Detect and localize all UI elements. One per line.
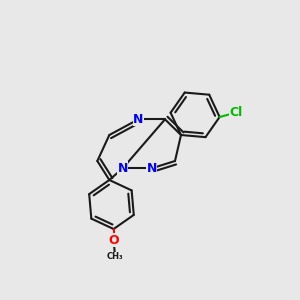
Text: N: N — [133, 113, 143, 126]
Text: Cl: Cl — [230, 106, 243, 119]
Text: O: O — [108, 234, 119, 247]
Text: N: N — [146, 162, 157, 175]
Text: N: N — [118, 162, 128, 175]
Text: CH₃: CH₃ — [106, 252, 123, 261]
